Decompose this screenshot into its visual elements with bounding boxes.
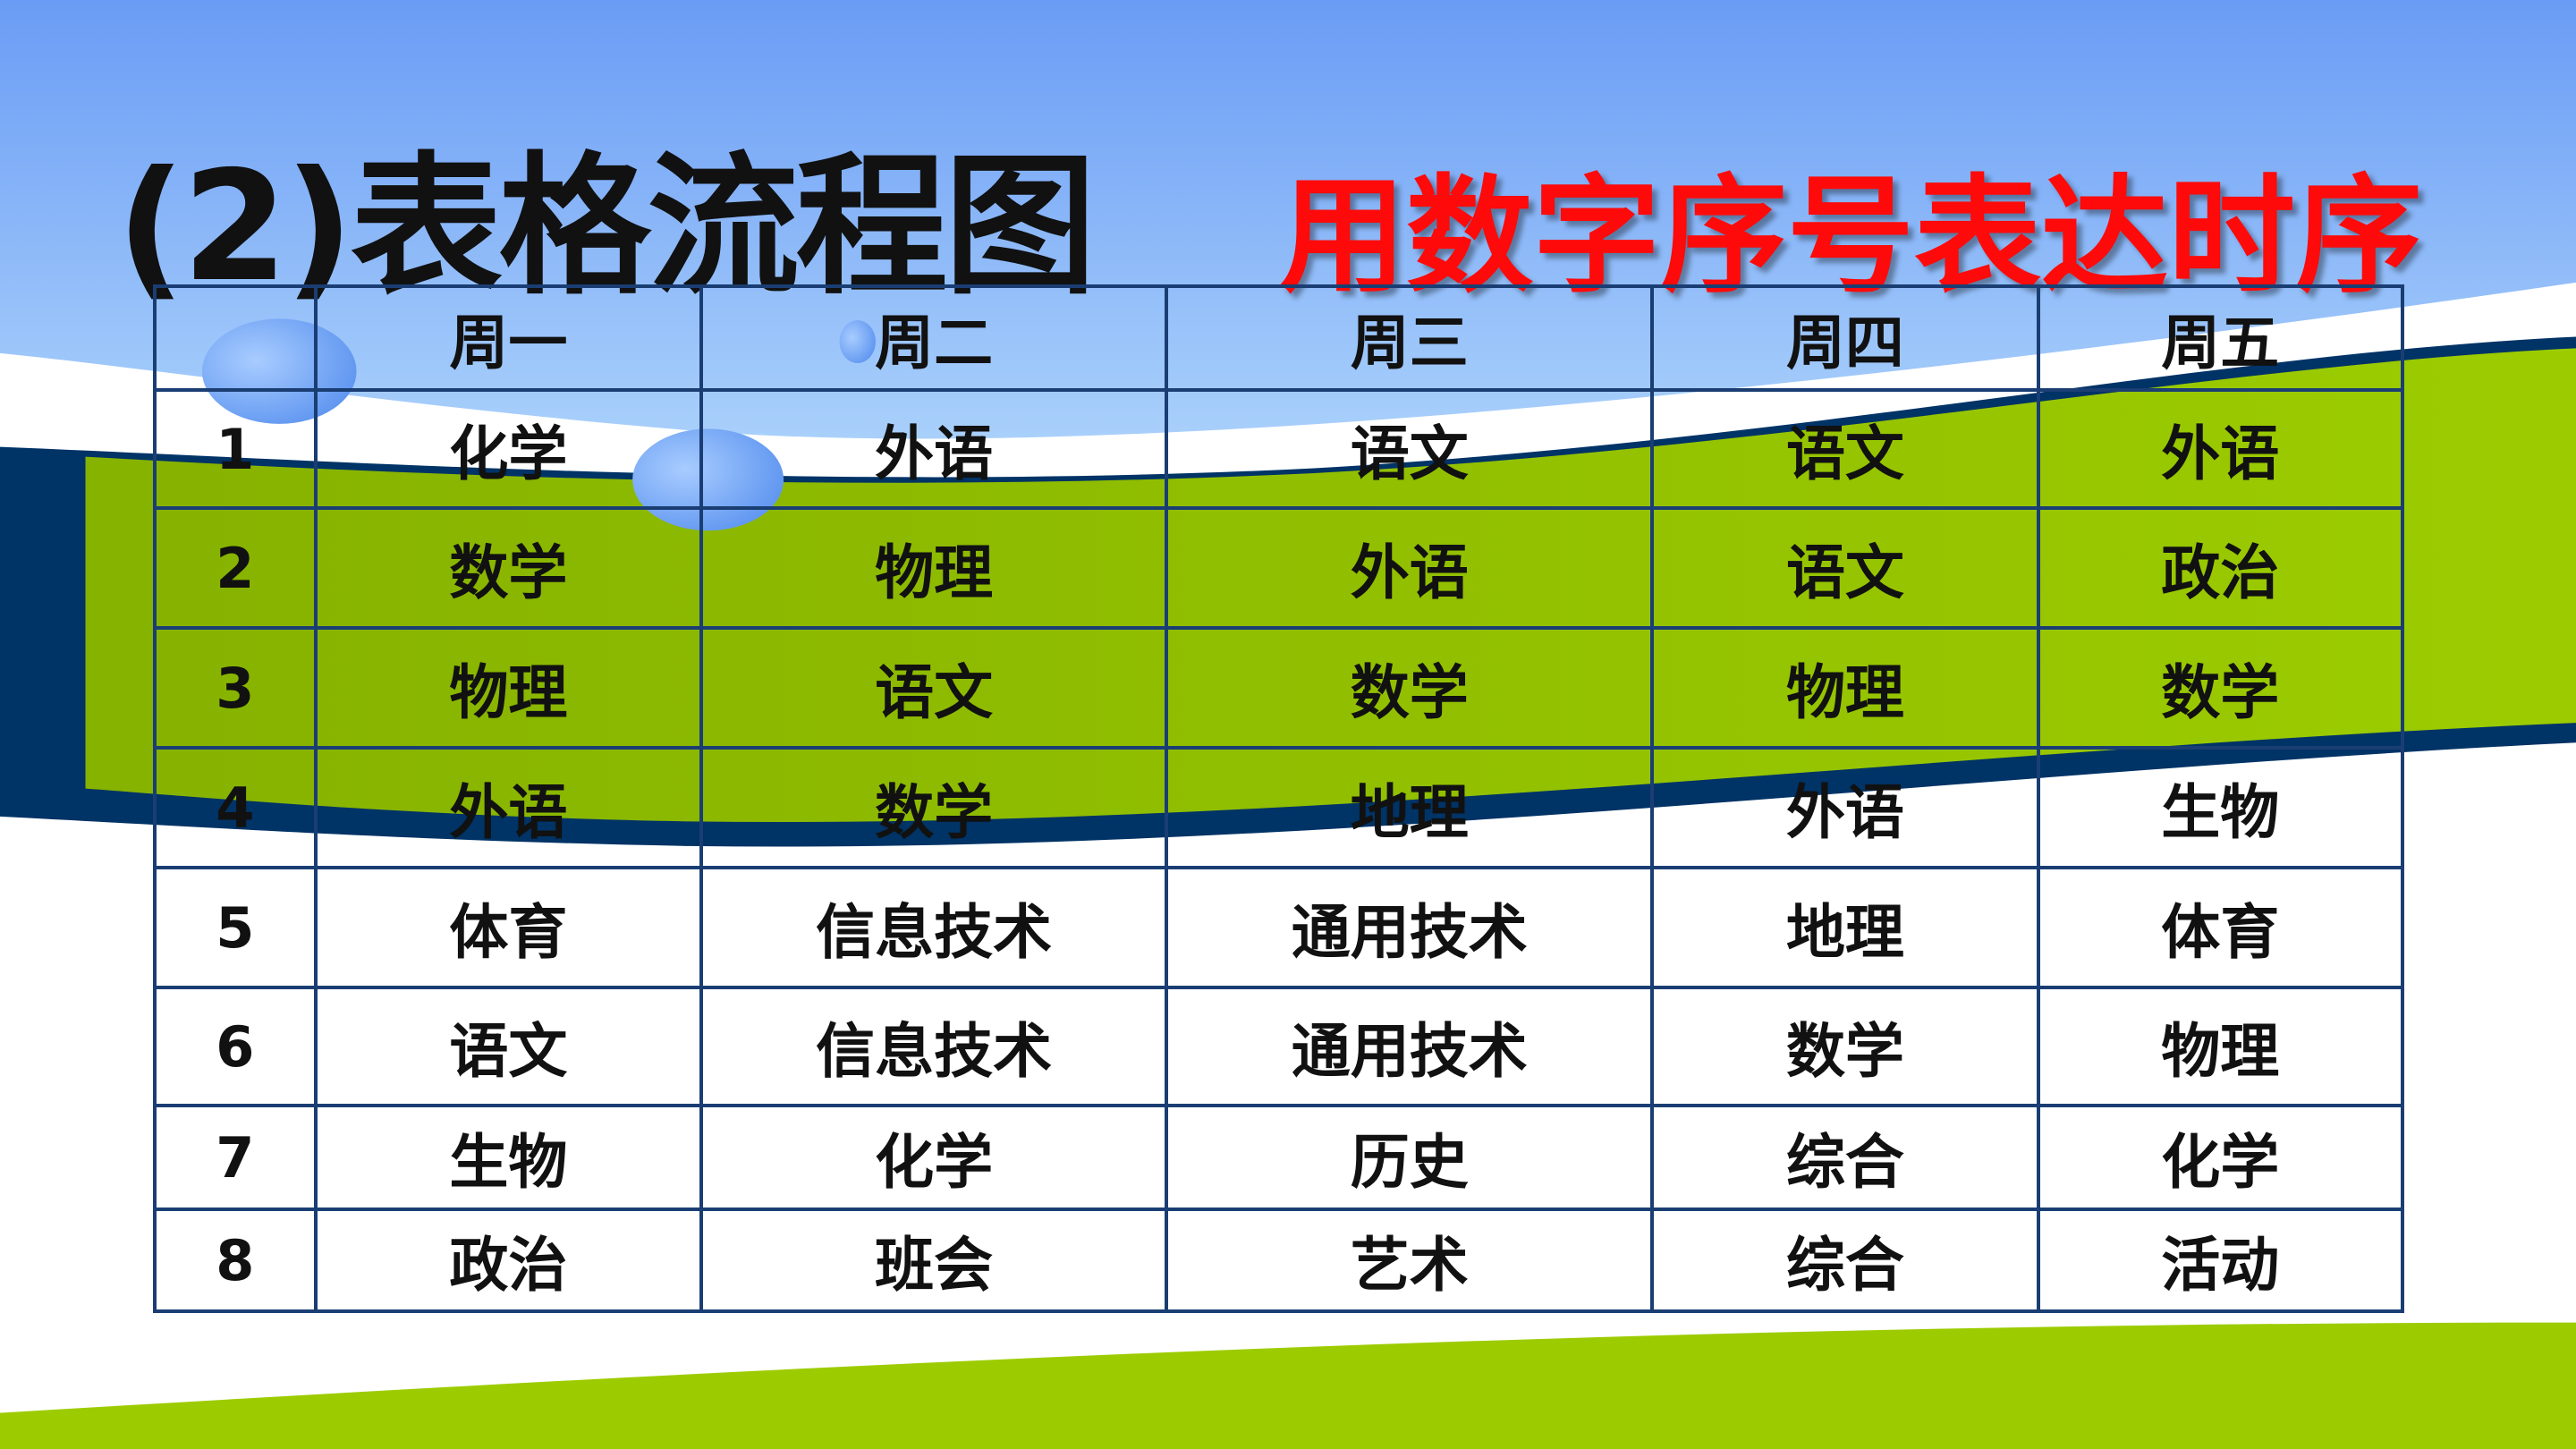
subject-cell: 数学 [313,506,704,630]
subject-cell: 外语 [313,746,704,869]
subject-cell: 物理 [699,506,1169,630]
subject-cell: 数学 [1650,986,2040,1107]
subject-cell: 政治 [313,1208,704,1313]
subject-cell: 化学 [2036,1104,2405,1211]
table-header-row: 周一 周二 周三 周四 周五 [153,284,2405,392]
header-cell [153,284,318,392]
table-row: 8 政治 班会 艺术 综合 活动 [153,1208,2405,1313]
subject-cell: 地理 [1650,866,2040,989]
subject-cell: 艺术 [1165,1208,1655,1313]
subject-cell: 地理 [1165,746,1655,869]
subject-cell: 语文 [699,626,1169,750]
table-row: 2 数学 物理 外语 语文 政治 [153,506,2405,630]
period-number-cell: 1 [153,388,318,510]
table-row: 3 物理 语文 数学 物理 数学 [153,626,2405,750]
subject-cell: 外语 [699,388,1169,510]
subject-cell: 数学 [699,746,1169,869]
subject-cell: 物理 [2036,986,2405,1107]
subject-cell: 政治 [2036,506,2405,630]
period-number-cell: 2 [153,506,318,630]
table-row: 1 化学 外语 语文 语文 外语 [153,388,2405,510]
period-number-cell: 6 [153,986,318,1107]
subject-cell: 班会 [699,1208,1169,1313]
subject-cell: 语文 [1165,388,1655,510]
subject-cell: 语文 [313,986,704,1107]
bottom-green-band [0,1322,2576,1449]
subject-cell: 综合 [1650,1104,2040,1211]
header-cell: 周五 [2036,284,2405,392]
period-number-cell: 5 [153,866,318,989]
subject-cell: 外语 [1165,506,1655,630]
period-number-cell: 7 [153,1104,318,1211]
subject-cell: 化学 [699,1104,1169,1211]
subject-cell: 体育 [313,866,704,989]
subject-cell: 活动 [2036,1208,2405,1313]
table-row: 4 外语 数学 地理 外语 生物 [153,746,2405,869]
subject-cell: 信息技术 [699,986,1169,1107]
header-cell: 周三 [1165,284,1655,392]
subject-cell: 历史 [1165,1104,1655,1211]
subject-cell: 生物 [313,1104,704,1211]
subject-cell: 物理 [1650,626,2040,750]
header-cell: 周四 [1650,284,2040,392]
subject-cell: 综合 [1650,1208,2040,1313]
period-number-cell: 8 [153,1208,318,1313]
subject-cell: 通用技术 [1165,986,1655,1107]
table-row: 7 生物 化学 历史 综合 化学 [153,1104,2405,1211]
table-row: 6 语文 信息技术 通用技术 数学 物理 [153,986,2405,1107]
header-cell: 周二 [699,284,1169,392]
period-number-cell: 3 [153,626,318,750]
subject-cell: 外语 [1650,746,2040,869]
subject-cell: 数学 [1165,626,1655,750]
subject-cell: 化学 [313,388,704,510]
timetable: 周一 周二 周三 周四 周五 1 化学 外语 语文 语文 外语 2 数学 物理 外语 语文 政治 3 物理… [153,284,2405,1313]
subject-cell: 生物 [2036,746,2405,869]
subject-cell: 数学 [2036,626,2405,750]
subject-cell: 体育 [2036,866,2405,989]
subject-cell: 外语 [2036,388,2405,510]
subject-cell: 通用技术 [1165,866,1655,989]
subject-cell: 物理 [313,626,704,750]
subject-cell: 语文 [1650,388,2040,510]
subject-cell: 信息技术 [699,866,1169,989]
header-cell: 周一 [313,284,704,392]
subject-cell: 语文 [1650,506,2040,630]
table-row: 5 体育 信息技术 通用技术 地理 体育 [153,866,2405,989]
period-number-cell: 4 [153,746,318,869]
